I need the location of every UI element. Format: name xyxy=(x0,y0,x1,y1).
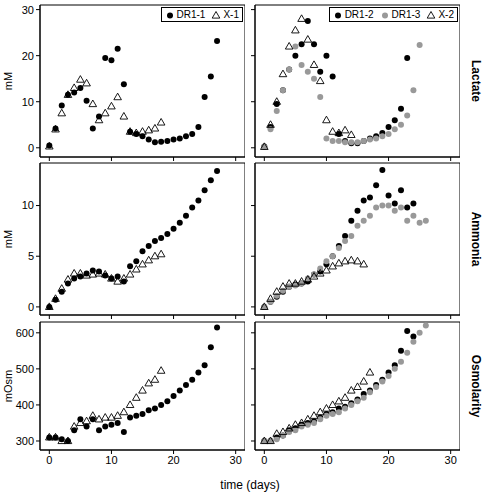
html-text:Ammonia: Ammonia xyxy=(469,211,483,267)
svg-text:0: 0 xyxy=(28,142,34,154)
html-text:DR1-3: DR1-3 xyxy=(391,9,421,20)
html-text:DR1-2: DR1-2 xyxy=(344,9,374,20)
svg-text:10: 10 xyxy=(320,454,332,466)
svg-text:20: 20 xyxy=(382,454,394,466)
svg-text:20: 20 xyxy=(167,454,179,466)
svg-text:0: 0 xyxy=(46,454,52,466)
svg-text:30: 30 xyxy=(230,454,242,466)
svg-text:10: 10 xyxy=(22,199,34,211)
svg-text:0: 0 xyxy=(261,454,267,466)
svg-text:20: 20 xyxy=(22,50,34,62)
svg-text:500: 500 xyxy=(16,363,34,375)
svg-text:400: 400 xyxy=(16,399,34,411)
html-text:mOsm: mOsm xyxy=(2,369,14,403)
svg-text:0: 0 xyxy=(28,301,34,313)
svg-text:30: 30 xyxy=(22,4,34,16)
html-text:mM: mM xyxy=(2,229,14,249)
html-text:DR1-1: DR1-1 xyxy=(176,9,206,20)
html-text:Lactate: Lactate xyxy=(469,60,483,102)
svg-text:300: 300 xyxy=(16,435,34,447)
html-text:X-1: X-1 xyxy=(223,9,239,20)
svg-text:5: 5 xyxy=(28,250,34,262)
svg-text:30: 30 xyxy=(445,454,457,466)
html-text:X-2: X-2 xyxy=(438,9,454,20)
html-text:mM: mM xyxy=(2,71,14,91)
html-text:Osmolarity: Osmolarity xyxy=(469,354,483,418)
svg-text:10: 10 xyxy=(22,96,34,108)
svg-text:600: 600 xyxy=(16,327,34,339)
svg-text:10: 10 xyxy=(105,454,117,466)
html-text:time (days): time (days) xyxy=(220,478,280,492)
